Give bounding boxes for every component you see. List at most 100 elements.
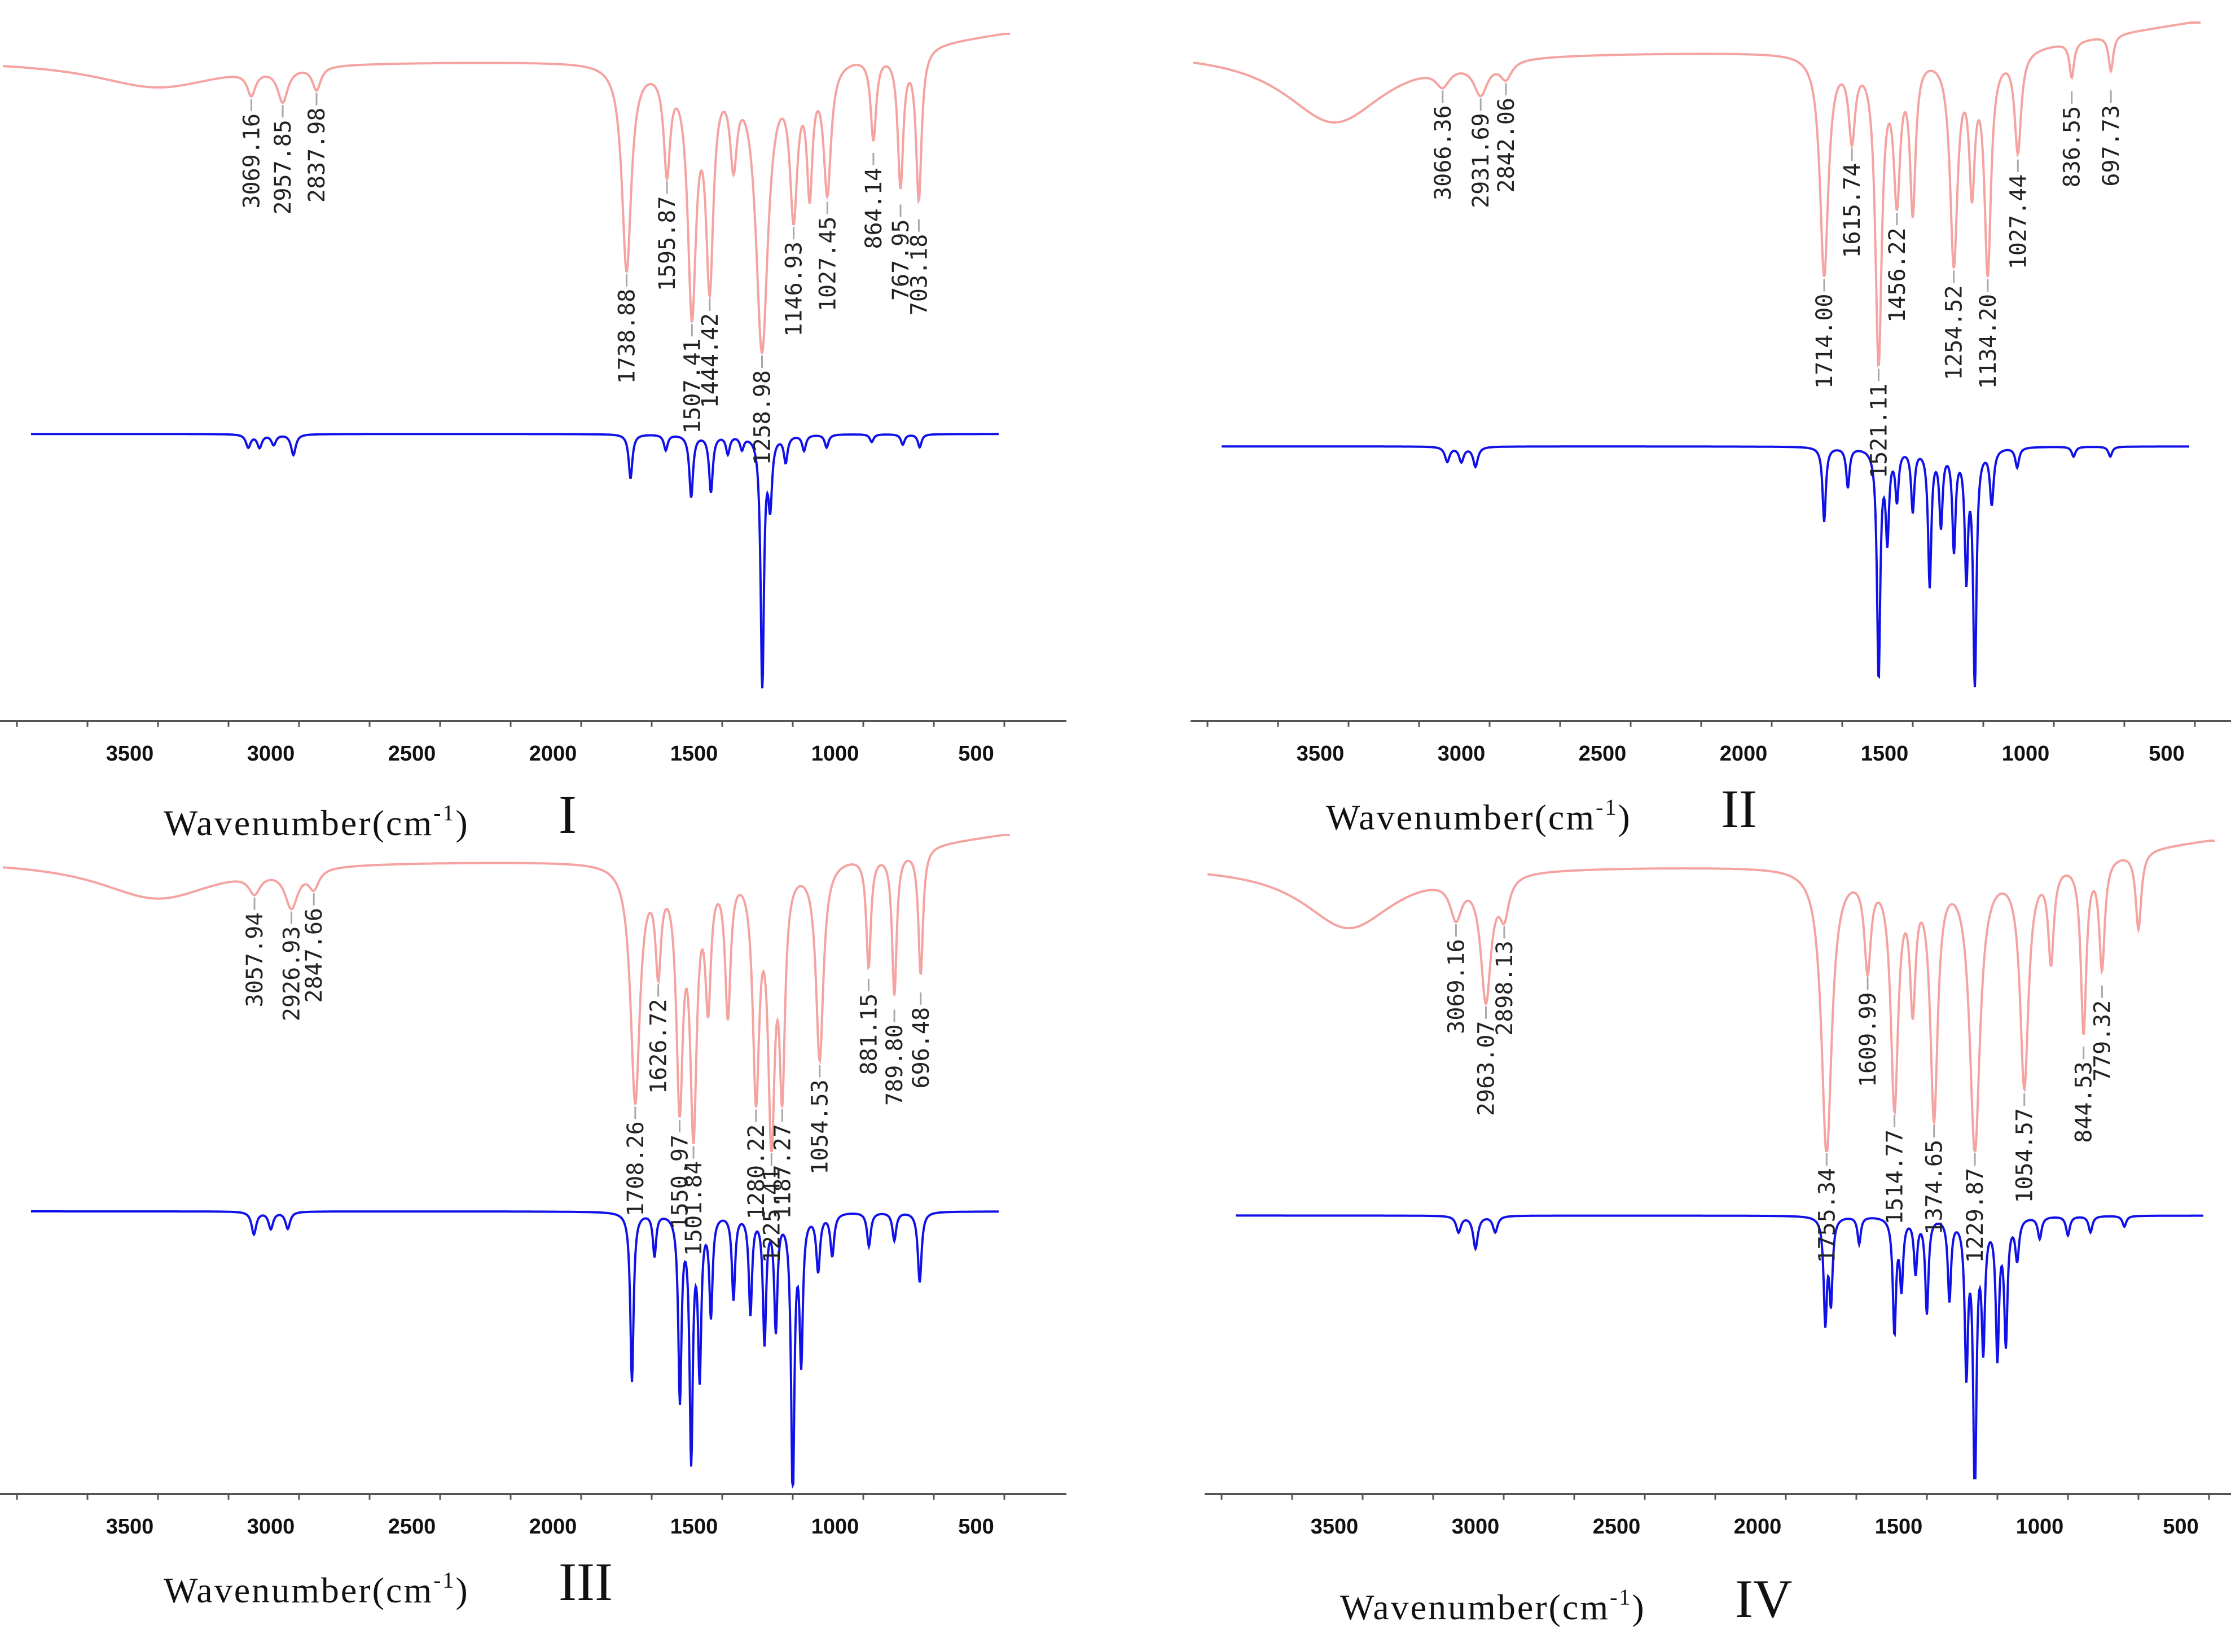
x-tick-label: 1500 — [670, 1515, 718, 1539]
peak-label: 789.80 — [882, 1024, 908, 1106]
x-tick-label: 500 — [958, 1515, 994, 1539]
x-tick-label: 500 — [958, 742, 994, 766]
x-tick-label: 1500 — [1875, 1515, 1923, 1539]
peak-label: 1146.93 — [781, 241, 807, 337]
x-tick-label: 2000 — [529, 742, 577, 766]
panel-label: II — [1721, 779, 1757, 839]
peak-label: 1521.11 — [1866, 383, 1892, 478]
x-tick-label: 3000 — [1452, 1515, 1500, 1539]
peak-label: 1514.77 — [1882, 1130, 1908, 1225]
peak-label: 2842.06 — [1494, 98, 1519, 193]
peak-label: 1609.99 — [1855, 992, 1881, 1087]
calculated-spectrum-line — [31, 1210, 999, 1489]
x-axis-title: Wavenumber(cm-1) — [164, 1567, 469, 1610]
peak-label: 1054.53 — [807, 1079, 833, 1175]
peak-label: 1456.22 — [1885, 227, 1911, 323]
peak-label: 1187.27 — [770, 1124, 796, 1219]
peak-label: 767.95 — [888, 219, 914, 301]
x-tick-label: 1000 — [811, 742, 859, 766]
peak-label: 2926.93 — [279, 926, 305, 1022]
peak-label: 881.15 — [856, 994, 882, 1075]
experimental-spectrum-line — [1207, 840, 2215, 1153]
peak-label: 697.73 — [2098, 105, 2124, 187]
panel-label: IV — [1735, 1568, 1792, 1629]
x-axis-title: Wavenumber(cm-1) — [1326, 794, 1632, 837]
peak-label: 1615.74 — [1839, 163, 1865, 258]
x-tick-label: 3500 — [1297, 742, 1345, 766]
peak-label: 844.53 — [2071, 1061, 2097, 1143]
peak-label: 1027.44 — [2005, 174, 2031, 270]
peak-label: 1738.88 — [614, 289, 640, 384]
x-tick-label: 2000 — [1734, 1515, 1782, 1539]
peak-label: 696.48 — [908, 1007, 934, 1089]
peak-label: 2957.85 — [270, 120, 296, 215]
peak-label: 1134.20 — [1975, 294, 2001, 389]
peak-label: 1054.57 — [2012, 1108, 2038, 1203]
x-tick-label: 2500 — [1593, 1515, 1641, 1539]
x-axis-title: Wavenumber(cm-1) — [1340, 1584, 1646, 1627]
peak-label: 779.32 — [2089, 1000, 2115, 1082]
peak-label: 703.18 — [906, 234, 932, 316]
peak-label: 1595.87 — [655, 196, 680, 292]
peak-label: 3057.94 — [242, 912, 268, 1008]
experimental-spectrum-line — [2, 33, 1010, 354]
x-tick-label: 2000 — [1720, 742, 1768, 766]
x-tick-label: 1000 — [811, 1515, 859, 1539]
peak-label: 1501.84 — [681, 1161, 707, 1256]
peak-label: 1444.42 — [697, 313, 723, 408]
peak-label: 1225.41 — [759, 1168, 785, 1263]
peak-label: 1254.52 — [1942, 285, 1968, 380]
x-tick-label: 3500 — [106, 742, 154, 766]
calculated-spectrum-line — [1236, 1214, 2203, 1479]
x-tick-label: 3000 — [247, 1515, 295, 1539]
peak-label: 1708.26 — [623, 1121, 649, 1216]
peak-label: 1626.72 — [646, 999, 672, 1094]
peak-label: 1507.41 — [679, 339, 705, 434]
peak-label: 2963.07 — [1473, 1021, 1499, 1117]
x-tick-label: 3500 — [106, 1515, 154, 1539]
x-tick-label: 500 — [2163, 1515, 2198, 1539]
panel-label: III — [559, 1552, 613, 1612]
peak-label: 3066.36 — [1430, 105, 1456, 200]
peak-label: 2931.69 — [1468, 113, 1494, 208]
x-tick-label: 500 — [2149, 742, 2184, 766]
panel-I: 3069.16 2957.85 2837.98 1738.88 1595.87 1507.… — [0, 33, 1066, 845]
x-axis-title: Wavenumber(cm-1) — [164, 800, 469, 843]
x-tick-label: 1500 — [670, 742, 718, 766]
x-tick-label: 3500 — [1311, 1515, 1359, 1539]
peak-label: 1280.22 — [744, 1124, 770, 1220]
peak-label: 2847.66 — [301, 908, 327, 1003]
peak-label: 3069.16 — [239, 113, 265, 209]
x-tick-label: 2500 — [388, 1515, 436, 1539]
x-tick-label: 1000 — [2016, 1515, 2064, 1539]
experimental-spectrum-line — [1193, 21, 2201, 367]
peak-label: 1229.87 — [1962, 1168, 1988, 1263]
peak-label: 3069.16 — [1443, 939, 1469, 1034]
peak-label: 1258.98 — [750, 370, 776, 465]
peak-label: 2898.13 — [1492, 941, 1518, 1036]
x-tick-label: 1500 — [1861, 742, 1909, 766]
x-tick-label: 2500 — [388, 742, 436, 766]
peak-label: 1714.00 — [1812, 294, 1838, 389]
peak-label: 864.14 — [861, 168, 887, 249]
peak-label: 1374.65 — [1922, 1140, 1948, 1235]
x-tick-label: 3000 — [1438, 742, 1486, 766]
peak-label: 836.55 — [2059, 106, 2085, 188]
peak-label: 2837.98 — [304, 108, 330, 203]
x-tick-label: 2500 — [1579, 742, 1627, 766]
calculated-spectrum-line — [1222, 445, 2189, 688]
panel-label: I — [559, 784, 577, 845]
peak-label: 1550.97 — [667, 1135, 693, 1230]
x-tick-label: 3000 — [247, 742, 295, 766]
peak-label: 1027.45 — [815, 216, 841, 311]
x-tick-label: 2000 — [529, 1515, 577, 1539]
peak-label: 1755.34 — [1814, 1168, 1840, 1263]
calculated-spectrum-line — [31, 433, 999, 689]
experimental-spectrum-line — [2, 834, 1010, 1152]
x-tick-label: 1000 — [2002, 742, 2050, 766]
